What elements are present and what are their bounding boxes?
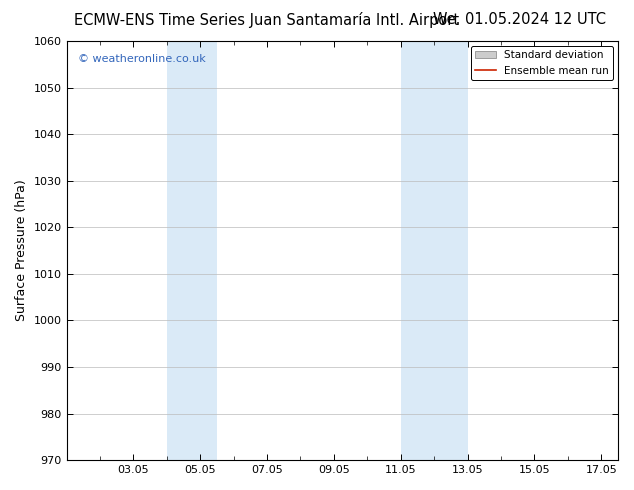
- Bar: [167, 41, 217, 460]
- Text: We. 01.05.2024 12 UTC: We. 01.05.2024 12 UTC: [434, 12, 606, 27]
- Y-axis label: Surface Pressure (hPa): Surface Pressure (hPa): [15, 180, 28, 321]
- Text: ECMW-ENS Time Series Juan Santamaría Intl. Airport: ECMW-ENS Time Series Juan Santamaría Int…: [74, 12, 459, 28]
- Legend: Standard deviation, Ensemble mean run: Standard deviation, Ensemble mean run: [470, 46, 613, 80]
- Bar: [401, 41, 468, 460]
- Text: © weatheronline.co.uk: © weatheronline.co.uk: [77, 53, 205, 64]
